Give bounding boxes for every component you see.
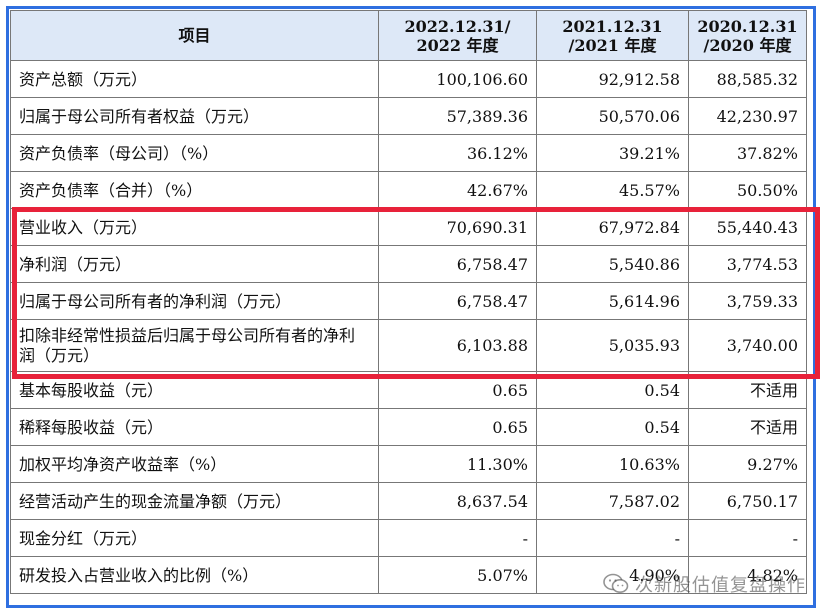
cell-2020: 不适用 [688,408,807,446]
table-row: 净利润（万元） 6,758.47 5,540.86 3,774.53 [10,245,807,283]
header-item: 项目 [10,10,379,61]
table-row: 研发投入占营业收入的比例（%） 5.07% 4.90% 4.82% [10,556,807,594]
row-label: 归属于母公司所有者的净利润（万元） [10,282,379,320]
cell-2020: - [688,519,807,557]
header-2021: 2021.12.31 /2021 年度 [536,10,689,61]
header-2020: 2020.12.31 /2020 年度 [688,10,807,61]
cell-2020: 9.27% [688,445,807,483]
table-row: 经营活动产生的现金流量净额（万元） 8,637.54 7,587.02 6,75… [10,482,807,520]
cell-2021: 5,035.93 [536,319,689,372]
table-row: 稀释每股收益（元） 0.65 0.54 不适用 [10,408,807,446]
row-label: 净利润（万元） [10,245,379,283]
table-row: 加权平均净资产收益率（%） 11.30% 10.63% 9.27% [10,445,807,483]
row-label: 营业收入（万元） [10,208,379,246]
watermark-text: 次新股估值复盘操作 [635,575,806,596]
table-row: 资产负债率（合并）（%） 42.67% 45.57% 50.50% [10,171,807,209]
watermark: 次新股估值复盘操作 [603,571,806,597]
cell-2021: - [536,519,689,557]
table-row: 资产总额（万元） 100,106.60 92,912.58 88,585.32 [10,60,807,98]
cell-2021: 10.63% [536,445,689,483]
row-label: 经营活动产生的现金流量净额（万元） [10,482,379,520]
cell-2021: 92,912.58 [536,60,689,98]
cell-2022: 5.07% [378,556,537,594]
row-label: 稀释每股收益（元） [10,408,379,446]
cell-2022: 70,690.31 [378,208,537,246]
financial-table: 项目 2022.12.31/ 2022 年度 2021.12.31 /2021 … [10,10,807,594]
cell-2022: 11.30% [378,445,537,483]
table-row: 资产负债率（母公司）（%） 36.12% 39.21% 37.82% [10,134,807,172]
cell-2022: 36.12% [378,134,537,172]
cell-2022: 0.65 [378,371,537,409]
row-label: 扣除非经常性损益后归属于母公司所有者的净利润（万元） [10,319,379,372]
cell-2020: 不适用 [688,371,807,409]
cell-2021: 50,570.06 [536,97,689,135]
cell-2021: 67,972.84 [536,208,689,246]
cell-2020: 50.50% [688,171,807,209]
cell-2020: 6,750.17 [688,482,807,520]
cell-2021: 5,540.86 [536,245,689,283]
row-label: 归属于母公司所有者权益（万元） [10,97,379,135]
header-2022: 2022.12.31/ 2022 年度 [378,10,537,61]
cell-2022: 8,637.54 [378,482,537,520]
row-label: 现金分红（万元） [10,519,379,557]
cell-2020: 3,774.53 [688,245,807,283]
cell-2022: - [378,519,537,557]
cell-2022: 57,389.36 [378,97,537,135]
table-row: 归属于母公司所有者权益（万元） 57,389.36 50,570.06 42,2… [10,97,807,135]
cell-2022: 6,758.47 [378,245,537,283]
cell-2020: 42,230.97 [688,97,807,135]
row-label: 资产总额（万元） [10,60,379,98]
row-label: 加权平均净资产收益率（%） [10,445,379,483]
cell-2021: 45.57% [536,171,689,209]
cell-2021: 0.54 [536,371,689,409]
cell-2022: 42.67% [378,171,537,209]
table-row: 归属于母公司所有者的净利润（万元） 6,758.47 5,614.96 3,75… [10,282,807,320]
table-row: 基本每股收益（元） 0.65 0.54 不适用 [10,371,807,409]
cell-2020: 88,585.32 [688,60,807,98]
cell-2021: 0.54 [536,408,689,446]
table-row: 扣除非经常性损益后归属于母公司所有者的净利润（万元） 6,103.88 5,03… [10,319,807,372]
table-row: 现金分红（万元） - - - [10,519,807,557]
row-label: 研发投入占营业收入的比例（%） [10,556,379,594]
cell-2022: 6,758.47 [378,282,537,320]
table-header-row: 项目 2022.12.31/ 2022 年度 2021.12.31 /2021 … [10,10,807,61]
row-label: 资产负债率（母公司）（%） [10,134,379,172]
row-label: 资产负债率（合并）（%） [10,171,379,209]
cell-2022: 0.65 [378,408,537,446]
cell-2020: 37.82% [688,134,807,172]
cell-2020: 4.82% [688,556,807,594]
cell-2021: 7,587.02 [536,482,689,520]
cell-2021: 5,614.96 [536,282,689,320]
wechat-icon [603,573,629,593]
cell-2020: 3,759.33 [688,282,807,320]
cell-2022: 6,103.88 [378,319,537,372]
cell-2022: 100,106.60 [378,60,537,98]
table-row: 营业收入（万元） 70,690.31 67,972.84 55,440.43 [10,208,807,246]
row-label: 基本每股收益（元） [10,371,379,409]
cell-2021: 39.21% [536,134,689,172]
cell-2020: 55,440.43 [688,208,807,246]
cell-2020: 3,740.00 [688,319,807,372]
